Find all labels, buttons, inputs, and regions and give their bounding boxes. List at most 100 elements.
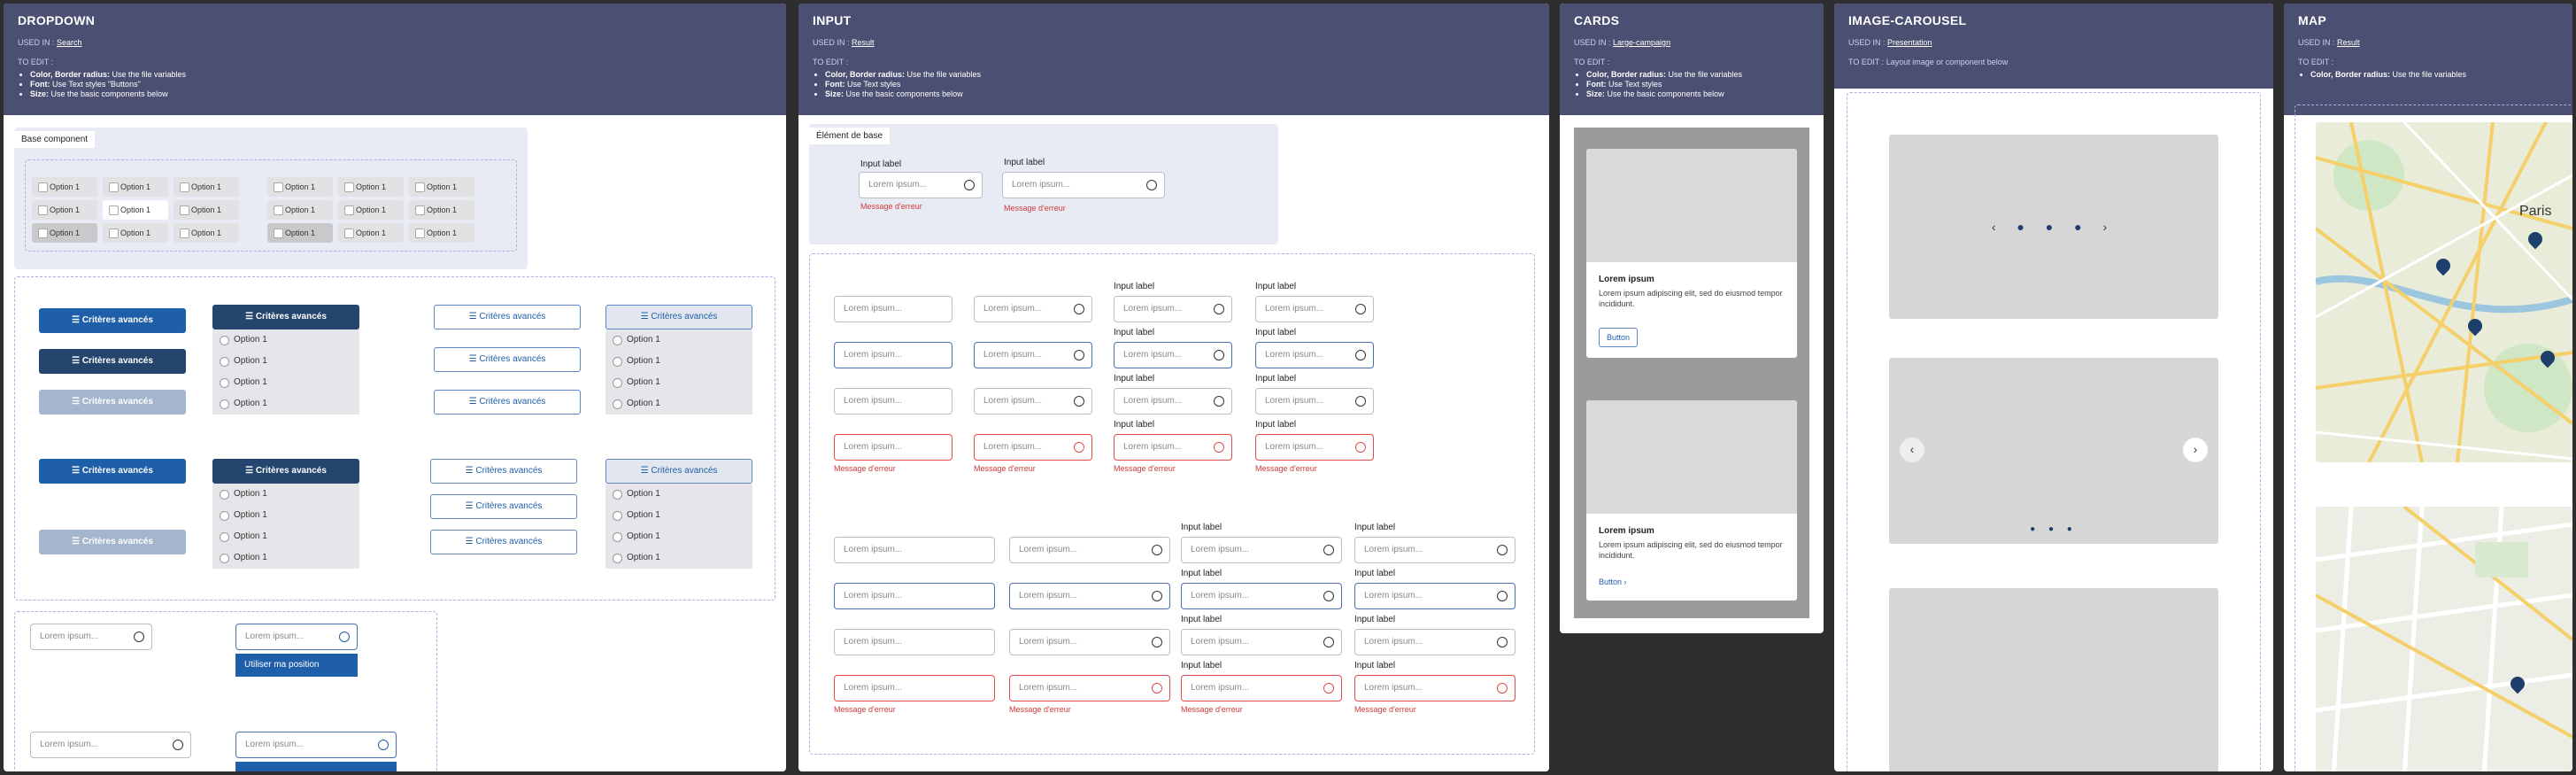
card-link[interactable]: Button › <box>1599 577 1627 586</box>
dropdown-option[interactable]: Option 1 <box>338 200 404 220</box>
map-view-zoomed[interactable] <box>2316 507 2572 771</box>
text-input[interactable]: Lorem ipsum... <box>834 296 953 322</box>
prev-arrow-icon[interactable]: ‹ <box>1900 438 1924 462</box>
used-in-link[interactable]: Result <box>852 38 875 47</box>
text-input[interactable]: Lorem ipsum... <box>1255 342 1374 368</box>
text-input[interactable]: Lorem ipsum... <box>834 434 953 461</box>
text-input[interactable]: Lorem ipsum... <box>1002 172 1165 198</box>
criteria-button[interactable]: ☰ Critères avancés <box>39 349 186 374</box>
dropdown-option[interactable]: Option 1 <box>103 200 168 220</box>
used-in-link[interactable]: Search <box>57 38 82 47</box>
criteria-dropdown-light[interactable]: ☰ Critères avancés <box>605 305 752 329</box>
menu-item[interactable]: Option 1 <box>212 329 359 351</box>
card[interactable]: Lorem ipsum Lorem ipsum adipiscing elit,… <box>1586 149 1797 358</box>
text-input[interactable]: Lorem ipsum... <box>1354 537 1516 563</box>
criteria-button[interactable]: ☰ Critères avancés <box>39 459 186 484</box>
use-position-option-2[interactable] <box>235 762 397 771</box>
dropdown-option[interactable]: Option 1 <box>338 223 404 243</box>
criteria-button-disabled[interactable]: ☰ Critères avancés <box>39 390 186 415</box>
dropdown-option[interactable]: Option 1 <box>267 177 333 197</box>
carousel-controls[interactable]: ‹ ● ● ● › <box>1991 220 2117 234</box>
used-in-link[interactable]: Presentation <box>1887 38 1932 47</box>
criteria-button-outline[interactable]: ☰ Critères avancés <box>430 494 577 519</box>
text-input[interactable]: Lorem ipsum... <box>1255 388 1374 415</box>
text-input[interactable]: Lorem ipsum... <box>1009 583 1170 609</box>
text-input[interactable]: Lorem ipsum... <box>1181 537 1342 563</box>
dropdown-option[interactable]: Option 1 <box>338 177 404 197</box>
dropdown-option[interactable]: Option 1 <box>32 200 97 220</box>
carousel-dots[interactable]: ● ● ● <box>2030 524 2078 534</box>
menu-item[interactable]: Option 1 <box>212 505 359 526</box>
dropdown-option[interactable]: Option 1 <box>409 223 474 243</box>
use-position-option[interactable]: Utiliser ma position <box>235 654 358 677</box>
text-input[interactable]: Lorem ipsum... <box>1114 388 1232 415</box>
text-input[interactable]: Lorem ipsum... <box>1354 629 1516 655</box>
text-input[interactable]: Lorem ipsum... <box>1114 296 1232 322</box>
text-input[interactable]: Lorem ipsum... <box>834 342 953 368</box>
criteria-button-outline[interactable]: ☰ Critères avancés <box>434 390 581 415</box>
text-input[interactable]: Lorem ipsum... <box>834 537 995 563</box>
text-input[interactable]: Lorem ipsum... <box>1354 675 1516 701</box>
menu-item[interactable]: Option 1 <box>212 372 359 393</box>
text-input[interactable]: Lorem ipsum... <box>1255 434 1374 461</box>
dropdown-option[interactable]: Option 1 <box>174 200 239 220</box>
next-arrow-icon[interactable]: › <box>2183 438 2208 462</box>
dropdown-option[interactable]: Option 1 <box>409 177 474 197</box>
dropdown-option[interactable]: Option 1 <box>267 200 333 220</box>
search-input[interactable]: Lorem ipsum... <box>30 624 152 650</box>
menu-item[interactable]: Option 1 <box>212 351 359 372</box>
menu-item[interactable]: Option 1 <box>212 484 359 505</box>
text-input[interactable]: Lorem ipsum... <box>1181 583 1342 609</box>
text-input[interactable]: Lorem ipsum... <box>834 583 995 609</box>
text-input[interactable]: Lorem ipsum... <box>834 629 995 655</box>
menu-item[interactable]: Option 1 <box>212 547 359 569</box>
text-input[interactable]: Lorem ipsum... <box>1009 629 1170 655</box>
dropdown-option[interactable]: Option 1 <box>32 223 97 243</box>
dropdown-option[interactable]: Option 1 <box>32 177 97 197</box>
text-input[interactable]: Lorem ipsum... <box>1181 629 1342 655</box>
criteria-dropdown-open[interactable]: ☰ Critères avancés <box>212 305 359 329</box>
search-input-2[interactable]: Lorem ipsum... <box>30 732 191 758</box>
text-input[interactable]: Lorem ipsum... <box>974 388 1092 415</box>
menu-item[interactable]: Option 1 <box>212 393 359 415</box>
menu-item[interactable]: Option 1 <box>212 526 359 547</box>
text-input[interactable]: Lorem ipsum... <box>974 434 1092 461</box>
criteria-button-outline[interactable]: ☰ Critères avancés <box>430 459 577 484</box>
text-input[interactable]: Lorem ipsum... <box>1181 675 1342 701</box>
location-input[interactable]: Lorem ipsum... <box>235 624 358 650</box>
text-input[interactable]: Lorem ipsum... <box>1114 342 1232 368</box>
text-input[interactable]: Lorem ipsum... <box>1009 537 1170 563</box>
text-input[interactable]: Lorem ipsum... <box>1354 583 1516 609</box>
location-input-2[interactable]: Lorem ipsum... <box>235 732 397 758</box>
text-input[interactable]: Lorem ipsum... <box>834 388 953 415</box>
criteria-button[interactable]: ☰ Critères avancés <box>39 308 186 333</box>
criteria-dropdown-light[interactable]: ☰ Critères avancés <box>605 459 752 484</box>
criteria-button-outline[interactable]: ☰ Critères avancés <box>434 305 581 329</box>
card[interactable]: Lorem ipsum Lorem ipsum adipiscing elit,… <box>1586 400 1797 601</box>
dropdown-option[interactable]: Option 1 <box>103 177 168 197</box>
menu-item[interactable]: Option 1 <box>605 351 752 372</box>
text-input[interactable]: Lorem ipsum... <box>1114 434 1232 461</box>
text-input[interactable]: Lorem ipsum... <box>834 675 995 701</box>
criteria-button-outline[interactable]: ☰ Critères avancés <box>430 530 577 554</box>
criteria-dropdown-open[interactable]: ☰ Critères avancés <box>212 459 359 484</box>
used-in-link[interactable]: Result <box>2337 38 2360 47</box>
dropdown-option[interactable]: Option 1 <box>174 223 239 243</box>
text-input[interactable]: Lorem ipsum... <box>1009 675 1170 701</box>
menu-item[interactable]: Option 1 <box>605 329 752 351</box>
criteria-button-outline[interactable]: ☰ Critères avancés <box>434 347 581 372</box>
dropdown-option[interactable]: Option 1 <box>174 177 239 197</box>
menu-item[interactable]: Option 1 <box>605 484 752 505</box>
text-input[interactable]: Lorem ipsum... <box>974 342 1092 368</box>
menu-item[interactable]: Option 1 <box>605 372 752 393</box>
criteria-button-disabled[interactable]: ☰ Critères avancés <box>39 530 186 554</box>
card-button[interactable]: Button <box>1599 328 1639 347</box>
dropdown-option[interactable]: Option 1 <box>409 200 474 220</box>
dropdown-option[interactable]: Option 1 <box>103 223 168 243</box>
menu-item[interactable]: Option 1 <box>605 547 752 569</box>
menu-item[interactable]: Option 1 <box>605 526 752 547</box>
menu-item[interactable]: Option 1 <box>605 505 752 526</box>
map-view[interactable]: Paris <box>2316 122 2572 462</box>
text-input[interactable]: Lorem ipsum... <box>859 172 983 198</box>
dropdown-option[interactable]: Option 1 <box>267 223 333 243</box>
